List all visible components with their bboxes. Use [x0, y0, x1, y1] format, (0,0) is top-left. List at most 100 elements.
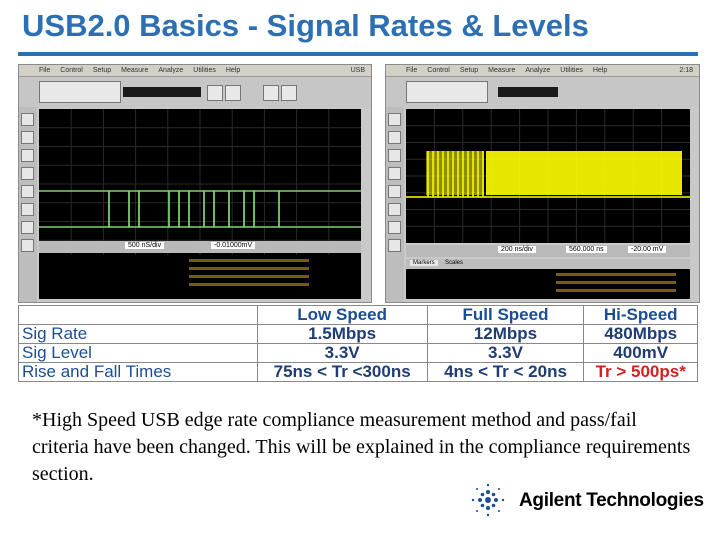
menu-analyze[interactable]: Analyze	[525, 67, 551, 74]
table-header-row: Low Speed Full Speed Hi-Speed	[18, 305, 698, 325]
menu-setup[interactable]: Setup	[459, 67, 479, 74]
column-header-hi-speed: Hi-Speed	[583, 305, 698, 325]
scope-toolbar-icon[interactable]	[225, 85, 241, 101]
menu-file[interactable]: File	[39, 67, 51, 74]
footnote: *High Speed USB edge rate compliance mea…	[32, 409, 691, 485]
scope-toolbar-icon[interactable]	[207, 85, 223, 101]
tab-scales[interactable]: Scales	[445, 260, 464, 266]
scope-status-bar: 500 nS/div -0.01000mV	[39, 241, 361, 253]
side-tool-button[interactable]	[21, 185, 34, 198]
usb-signal-spec-table: Low Speed Full Speed Hi-Speed Sig Rate 1…	[18, 305, 698, 382]
side-tool-button[interactable]	[21, 221, 34, 234]
table-row-sig-rate: Sig Rate 1.5Mbps 12Mbps 480Mbps	[18, 324, 698, 344]
side-tool-button[interactable]	[21, 167, 34, 180]
scope-side-toolbar	[386, 107, 404, 302]
menu-setup[interactable]: Setup	[92, 67, 112, 74]
menu-analyze[interactable]: Analyze	[158, 67, 184, 74]
table-cell: 1.5Mbps	[256, 324, 428, 344]
menu-help[interactable]: Help	[592, 67, 608, 74]
table-row-sig-level: Sig Level 3.3V 3.3V 400mV	[18, 343, 698, 363]
channel-selector[interactable]	[498, 87, 558, 97]
scope-toolbar	[19, 77, 371, 107]
side-tool-button[interactable]	[388, 185, 401, 198]
menu-utilities[interactable]: Utilities	[560, 67, 583, 74]
scope-status-bar: 200 ns/div 560.000 ns -20.00 mV	[406, 245, 690, 257]
scope-toolbar-icon[interactable]	[263, 85, 279, 101]
waveform-display[interactable]	[39, 109, 361, 259]
column-header-full-speed: Full Speed	[426, 305, 585, 325]
table-cell: 400mV	[583, 343, 698, 363]
measurement-readout-panel	[39, 255, 361, 299]
menu-measure[interactable]: Measure	[488, 67, 516, 74]
trigger-level-readout[interactable]: -0.01000mV	[211, 242, 256, 249]
measurement-readout-row	[556, 273, 676, 276]
channel-selector[interactable]	[123, 87, 201, 97]
table-cell: 75ns < Tr <300ns	[256, 362, 428, 382]
measurement-readout-panel	[406, 269, 690, 299]
side-tool-button[interactable]	[388, 221, 401, 234]
table-cell: 480Mbps	[583, 324, 698, 344]
trigger-level-readout[interactable]: -20.00 mV	[628, 246, 667, 253]
measurement-readout-row	[189, 267, 309, 270]
scope-menubar: File Control Setup Measure Analyze Utili…	[386, 65, 699, 77]
table-cell: 3.3V	[256, 343, 428, 363]
channel-setup-box[interactable]	[406, 81, 488, 103]
scope-tab-bar: Markers Scales	[406, 259, 690, 269]
delay-readout[interactable]: 560.000 ns	[566, 246, 607, 253]
table-cell: 3.3V	[426, 343, 585, 363]
menu-status: USB	[350, 67, 365, 74]
column-header-low-speed: Low Speed	[256, 305, 428, 325]
sync-burst	[426, 151, 484, 195]
menu-control[interactable]: Control	[60, 67, 83, 74]
menu-help[interactable]: Help	[225, 67, 241, 74]
side-tool-button[interactable]	[21, 149, 34, 162]
low-full-speed-waveform	[39, 109, 361, 259]
data-burst	[486, 151, 682, 195]
menu-control[interactable]: Control	[427, 67, 450, 74]
table-row-rise-fall-times: Rise and Fall Times 75ns < Tr <300ns 4ns…	[18, 362, 698, 382]
menu-measure[interactable]: Measure	[121, 67, 149, 74]
table-cell: 12Mbps	[426, 324, 585, 344]
scope-menubar: File Control Setup Measure Analyze Utili…	[19, 65, 371, 77]
side-tool-button[interactable]	[21, 131, 34, 144]
tab-markers[interactable]: Markers	[410, 260, 438, 266]
dminus-trace	[39, 190, 361, 228]
side-tool-button[interactable]	[388, 113, 401, 126]
measurement-readout-row	[189, 275, 309, 278]
side-tool-button[interactable]	[388, 167, 401, 180]
timebase-readout[interactable]: 500 nS/div	[125, 242, 165, 249]
scope-toolbar-icon[interactable]	[281, 85, 297, 101]
brand-name: Agilent Technologies	[519, 490, 704, 511]
measurement-readout-row	[556, 281, 676, 284]
scope-side-toolbar	[19, 107, 37, 302]
measurement-readout-row	[189, 283, 309, 286]
channel-setup-box[interactable]	[39, 81, 121, 103]
side-tool-button[interactable]	[388, 149, 401, 162]
title-underline	[18, 52, 698, 56]
side-tool-button[interactable]	[388, 203, 401, 216]
waveform-display[interactable]	[406, 109, 690, 243]
row-label: Rise and Fall Times	[18, 362, 258, 382]
slide-title: USB2.0 Basics - Signal Rates & Levels	[22, 8, 589, 43]
measurement-readout-row	[189, 259, 309, 262]
side-tool-button[interactable]	[388, 239, 401, 252]
menu-clock: 2:18	[679, 67, 693, 74]
side-tool-button[interactable]	[388, 131, 401, 144]
table-cell-highlight: Tr > 500ps*	[583, 362, 698, 382]
timebase-readout[interactable]: 200 ns/div	[498, 246, 536, 253]
row-label: Sig Rate	[18, 324, 258, 344]
scope-window-high-speed: File Control Setup Measure Analyze Utili…	[385, 64, 700, 303]
row-label: Sig Level	[18, 343, 258, 363]
menu-file[interactable]: File	[406, 67, 418, 74]
scope-toolbar	[386, 77, 699, 107]
agilent-spark-logo-icon	[471, 483, 505, 517]
scope-window-low-full-speed: File Control Setup Measure Analyze Utili…	[18, 64, 372, 303]
side-tool-button[interactable]	[21, 239, 34, 252]
table-corner-cell	[18, 305, 258, 325]
side-tool-button[interactable]	[21, 203, 34, 216]
side-tool-button[interactable]	[21, 113, 34, 126]
measurement-readout-row	[556, 289, 676, 292]
menu-utilities[interactable]: Utilities	[193, 67, 216, 74]
table-cell: 4ns < Tr < 20ns	[426, 362, 585, 382]
high-speed-waveform	[406, 109, 690, 243]
